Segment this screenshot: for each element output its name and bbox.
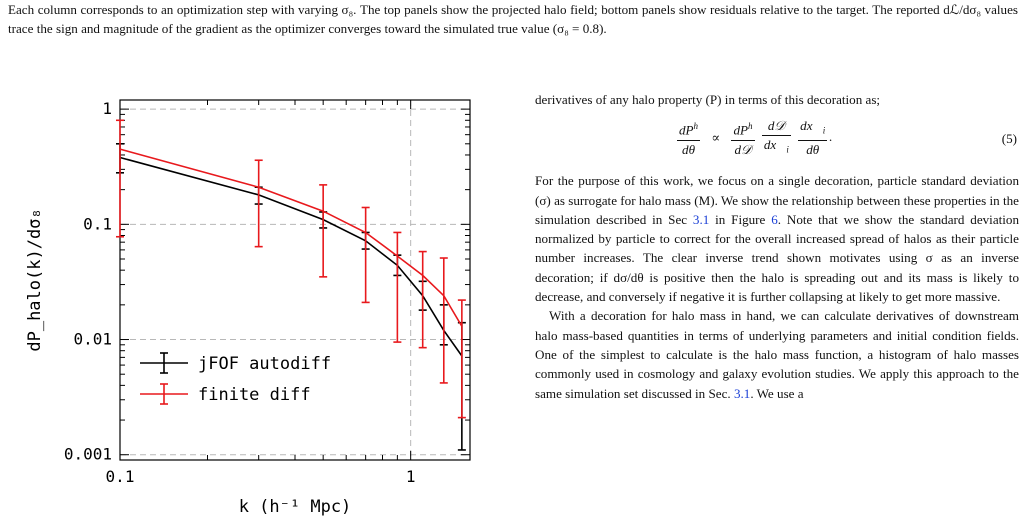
equation-5: dPh dθ ∝ dPh d𝒟 d𝒟 dx⃗i dx⃗i dθ. (5) <box>535 109 1019 171</box>
series-line <box>119 148 463 327</box>
figure-link[interactable]: 6 <box>771 211 778 227</box>
legend-label: finite diff <box>198 385 311 405</box>
y-tick-label: 1 <box>102 99 112 118</box>
y-tick-label: 0.1 <box>83 214 112 233</box>
section-link[interactable]: 3.1 <box>692 211 710 227</box>
paragraph-decoration: For the purpose of this work, we focus o… <box>535 173 1019 305</box>
power-spectrum-derivative-chart: 0.001 0.01 0.1 1 0.1 1 k (h⁻¹ Mpc) dP_halo(k)/d… <box>25 99 471 517</box>
body-text-column: derivatives of any halo property (P) in … <box>535 90 1019 403</box>
x-axis-label: k (h⁻¹ Mpc) <box>239 497 352 517</box>
equation-number: (5) <box>1001 131 1017 147</box>
series-line <box>119 156 463 357</box>
equation-math: dPh dθ ∝ dPh d𝒟 d𝒟 dx⃗i dx⃗i dθ. <box>677 118 833 157</box>
x-tick-label: 1 <box>406 467 416 486</box>
legend-label: jFOF autodiff <box>198 354 331 374</box>
intro-paragraph: derivatives of any halo property (P) in … <box>535 92 881 107</box>
section-link-2[interactable]: 3.1 <box>733 385 751 401</box>
paragraph-mass-function: With a decoration for halo mass in hand,… <box>535 308 1019 401</box>
y-axis-label: dP_halo(k)/dσ₈ <box>25 208 45 351</box>
plot-frame <box>119 99 471 461</box>
x-tick-label: 0.1 <box>106 467 135 486</box>
y-tick-label: 0.001 <box>64 445 112 464</box>
figure-caption: Each column corresponds to an optimizati… <box>8 2 1018 36</box>
y-tick-label: 0.01 <box>73 330 112 349</box>
